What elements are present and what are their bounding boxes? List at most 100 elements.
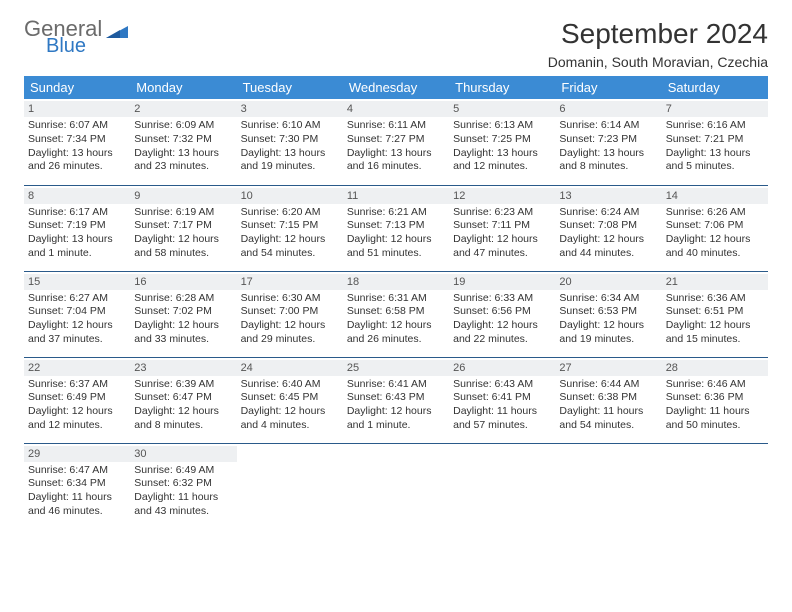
day-info-line: Sunset: 6:38 PM xyxy=(559,391,657,405)
day-info-line: Sunrise: 6:44 AM xyxy=(559,378,657,392)
day-info-line: Sunset: 7:23 PM xyxy=(559,133,657,147)
logo-mark-icon xyxy=(106,22,128,40)
day-info-line: Daylight: 12 hours xyxy=(559,233,657,247)
day-info-line: Sunset: 6:43 PM xyxy=(347,391,445,405)
day-number: 23 xyxy=(130,360,236,376)
day-info-line: and 15 minutes. xyxy=(666,333,764,347)
day-info-line: Daylight: 12 hours xyxy=(134,233,232,247)
day-info-line: Daylight: 12 hours xyxy=(347,233,445,247)
calendar-day-cell: 21Sunrise: 6:36 AMSunset: 6:51 PMDayligh… xyxy=(662,271,768,357)
day-info-line: Daylight: 12 hours xyxy=(134,405,232,419)
day-info-line: Sunrise: 6:27 AM xyxy=(28,292,126,306)
day-info-line: Sunrise: 6:41 AM xyxy=(347,378,445,392)
day-number: 24 xyxy=(237,360,343,376)
calendar-day-cell: 17Sunrise: 6:30 AMSunset: 7:00 PMDayligh… xyxy=(237,271,343,357)
calendar-day-cell: 15Sunrise: 6:27 AMSunset: 7:04 PMDayligh… xyxy=(24,271,130,357)
day-info-line: and 16 minutes. xyxy=(347,160,445,174)
day-info-line: Sunrise: 6:26 AM xyxy=(666,206,764,220)
calendar-day-cell: 9Sunrise: 6:19 AMSunset: 7:17 PMDaylight… xyxy=(130,185,236,271)
day-info-line: and 4 minutes. xyxy=(241,419,339,433)
calendar-day-cell: 14Sunrise: 6:26 AMSunset: 7:06 PMDayligh… xyxy=(662,185,768,271)
day-info-line: and 29 minutes. xyxy=(241,333,339,347)
day-number: 14 xyxy=(662,188,768,204)
day-info-line: Sunrise: 6:37 AM xyxy=(28,378,126,392)
day-info-line: and 19 minutes. xyxy=(241,160,339,174)
day-number: 28 xyxy=(662,360,768,376)
calendar-day-cell xyxy=(555,443,661,529)
day-number: 17 xyxy=(237,274,343,290)
day-info-line: Sunrise: 6:33 AM xyxy=(453,292,551,306)
calendar-day-cell: 27Sunrise: 6:44 AMSunset: 6:38 PMDayligh… xyxy=(555,357,661,443)
day-info-line: and 12 minutes. xyxy=(453,160,551,174)
calendar-day-cell: 26Sunrise: 6:43 AMSunset: 6:41 PMDayligh… xyxy=(449,357,555,443)
day-number: 19 xyxy=(449,274,555,290)
calendar-day-cell: 22Sunrise: 6:37 AMSunset: 6:49 PMDayligh… xyxy=(24,357,130,443)
day-info-line: Daylight: 11 hours xyxy=(134,491,232,505)
calendar-day-cell xyxy=(343,443,449,529)
location-subtitle: Domanin, South Moravian, Czechia xyxy=(548,54,768,70)
day-info-line: Daylight: 13 hours xyxy=(666,147,764,161)
day-info-line: Sunset: 7:11 PM xyxy=(453,219,551,233)
day-info-line: Sunrise: 6:21 AM xyxy=(347,206,445,220)
day-info-line: Sunrise: 6:09 AM xyxy=(134,119,232,133)
day-info-line: Sunset: 7:04 PM xyxy=(28,305,126,319)
day-info-line: Daylight: 12 hours xyxy=(666,319,764,333)
day-number: 12 xyxy=(449,188,555,204)
day-info-line: Daylight: 12 hours xyxy=(347,319,445,333)
day-number: 21 xyxy=(662,274,768,290)
day-info-line: Daylight: 12 hours xyxy=(134,319,232,333)
day-info-line: and 8 minutes. xyxy=(134,419,232,433)
day-info-line: and 12 minutes. xyxy=(28,419,126,433)
day-info-line: Sunset: 6:47 PM xyxy=(134,391,232,405)
calendar-day-cell: 13Sunrise: 6:24 AMSunset: 7:08 PMDayligh… xyxy=(555,185,661,271)
day-info-line: Sunset: 6:58 PM xyxy=(347,305,445,319)
day-info-line: and 5 minutes. xyxy=(666,160,764,174)
day-info-line: Daylight: 13 hours xyxy=(28,147,126,161)
day-info-line: Daylight: 11 hours xyxy=(28,491,126,505)
weekday-header-row: SundayMondayTuesdayWednesdayThursdayFrid… xyxy=(24,76,768,99)
day-info-line: Sunset: 7:25 PM xyxy=(453,133,551,147)
day-info-line: Daylight: 13 hours xyxy=(347,147,445,161)
day-info-line: Daylight: 12 hours xyxy=(241,405,339,419)
day-info-line: Daylight: 12 hours xyxy=(241,233,339,247)
day-info-line: and 33 minutes. xyxy=(134,333,232,347)
day-info-line: Sunrise: 6:23 AM xyxy=(453,206,551,220)
weekday-header: Saturday xyxy=(662,76,768,99)
day-info-line: and 23 minutes. xyxy=(134,160,232,174)
day-info-line: Sunrise: 6:24 AM xyxy=(559,206,657,220)
calendar-day-cell: 25Sunrise: 6:41 AMSunset: 6:43 PMDayligh… xyxy=(343,357,449,443)
calendar-day-cell: 2Sunrise: 6:09 AMSunset: 7:32 PMDaylight… xyxy=(130,99,236,185)
day-info-line: and 22 minutes. xyxy=(453,333,551,347)
logo: General Blue xyxy=(24,18,128,56)
day-info-line: Sunset: 7:32 PM xyxy=(134,133,232,147)
day-info-line: Sunset: 7:13 PM xyxy=(347,219,445,233)
day-info-line: and 50 minutes. xyxy=(666,419,764,433)
calendar-week-row: 29Sunrise: 6:47 AMSunset: 6:34 PMDayligh… xyxy=(24,443,768,529)
day-number: 13 xyxy=(555,188,661,204)
day-number: 27 xyxy=(555,360,661,376)
calendar-week-row: 15Sunrise: 6:27 AMSunset: 7:04 PMDayligh… xyxy=(24,271,768,357)
day-info-line: Daylight: 12 hours xyxy=(666,233,764,247)
calendar-week-row: 8Sunrise: 6:17 AMSunset: 7:19 PMDaylight… xyxy=(24,185,768,271)
day-info-line: Sunrise: 6:17 AM xyxy=(28,206,126,220)
day-info-line: and 40 minutes. xyxy=(666,247,764,261)
day-number: 10 xyxy=(237,188,343,204)
day-info-line: Sunset: 7:19 PM xyxy=(28,219,126,233)
calendar-day-cell xyxy=(449,443,555,529)
day-info-line: Sunrise: 6:11 AM xyxy=(347,119,445,133)
day-info-line: Sunset: 7:00 PM xyxy=(241,305,339,319)
header: General Blue September 2024 Domanin, Sou… xyxy=(24,18,768,70)
calendar-table: SundayMondayTuesdayWednesdayThursdayFrid… xyxy=(24,76,768,529)
day-info-line: and 57 minutes. xyxy=(453,419,551,433)
day-number: 3 xyxy=(237,101,343,117)
day-info-line: Sunset: 6:34 PM xyxy=(28,477,126,491)
day-info-line: Sunrise: 6:46 AM xyxy=(666,378,764,392)
day-number: 30 xyxy=(130,446,236,462)
calendar-week-row: 22Sunrise: 6:37 AMSunset: 6:49 PMDayligh… xyxy=(24,357,768,443)
day-info-line: Sunrise: 6:36 AM xyxy=(666,292,764,306)
day-info-line: Sunset: 7:21 PM xyxy=(666,133,764,147)
calendar-day-cell: 16Sunrise: 6:28 AMSunset: 7:02 PMDayligh… xyxy=(130,271,236,357)
day-info-line: Sunset: 6:49 PM xyxy=(28,391,126,405)
calendar-day-cell: 30Sunrise: 6:49 AMSunset: 6:32 PMDayligh… xyxy=(130,443,236,529)
day-info-line: and 47 minutes. xyxy=(453,247,551,261)
